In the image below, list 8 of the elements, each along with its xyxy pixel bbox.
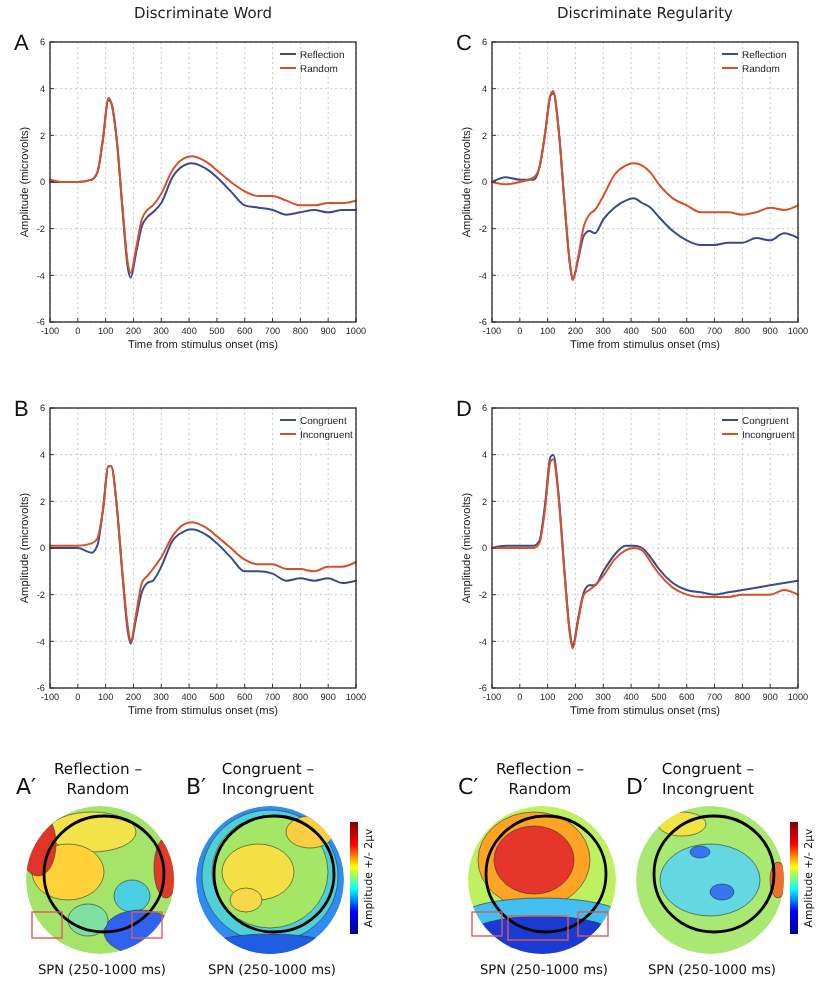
text: D′ xyxy=(626,774,649,800)
text: C′ xyxy=(458,774,480,800)
text: D xyxy=(456,398,472,422)
text: B xyxy=(14,398,29,422)
text: C xyxy=(456,32,472,56)
text: B′ xyxy=(186,774,208,800)
text: A xyxy=(14,32,30,56)
text: A′ xyxy=(16,774,38,800)
